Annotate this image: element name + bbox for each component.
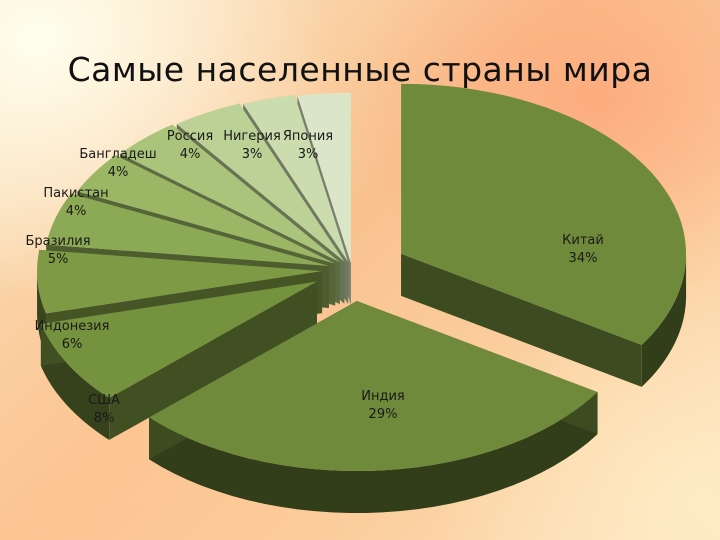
slice-label-name: Япония — [283, 129, 333, 144]
slice-label-value: 34% — [569, 251, 598, 266]
slice-label-value: 5% — [48, 252, 69, 267]
slice-label-name: Китай — [562, 233, 604, 248]
slice-label-name: Пакистан — [43, 186, 108, 201]
slice-label-value: 8% — [94, 411, 115, 426]
pie-slice-2 — [149, 301, 598, 513]
slice-label-name: Индия — [361, 389, 404, 404]
slice-label-name: США — [88, 393, 120, 408]
slice-label-value: 4% — [180, 147, 201, 162]
slice-label-value: 6% — [62, 337, 83, 352]
chart-title: Самые населенные страны мира — [67, 50, 653, 89]
slice-label-name: Нигерия — [223, 129, 281, 144]
slice-label-name: Бразилия — [25, 234, 90, 249]
pie-slice-1 — [401, 83, 687, 387]
slice-label-value: 3% — [298, 147, 319, 162]
slice-label-value: 4% — [108, 165, 129, 180]
slice-label-name: Бангладеш — [79, 147, 156, 162]
slice-label-name: Индонезия — [35, 319, 110, 334]
pie-slice-3 — [40, 281, 317, 440]
slice-label-name: Россия — [167, 129, 213, 144]
slice-label-value: 29% — [369, 407, 398, 422]
slice-label-value: 3% — [242, 147, 263, 162]
slice-label-value: 4% — [66, 204, 87, 219]
